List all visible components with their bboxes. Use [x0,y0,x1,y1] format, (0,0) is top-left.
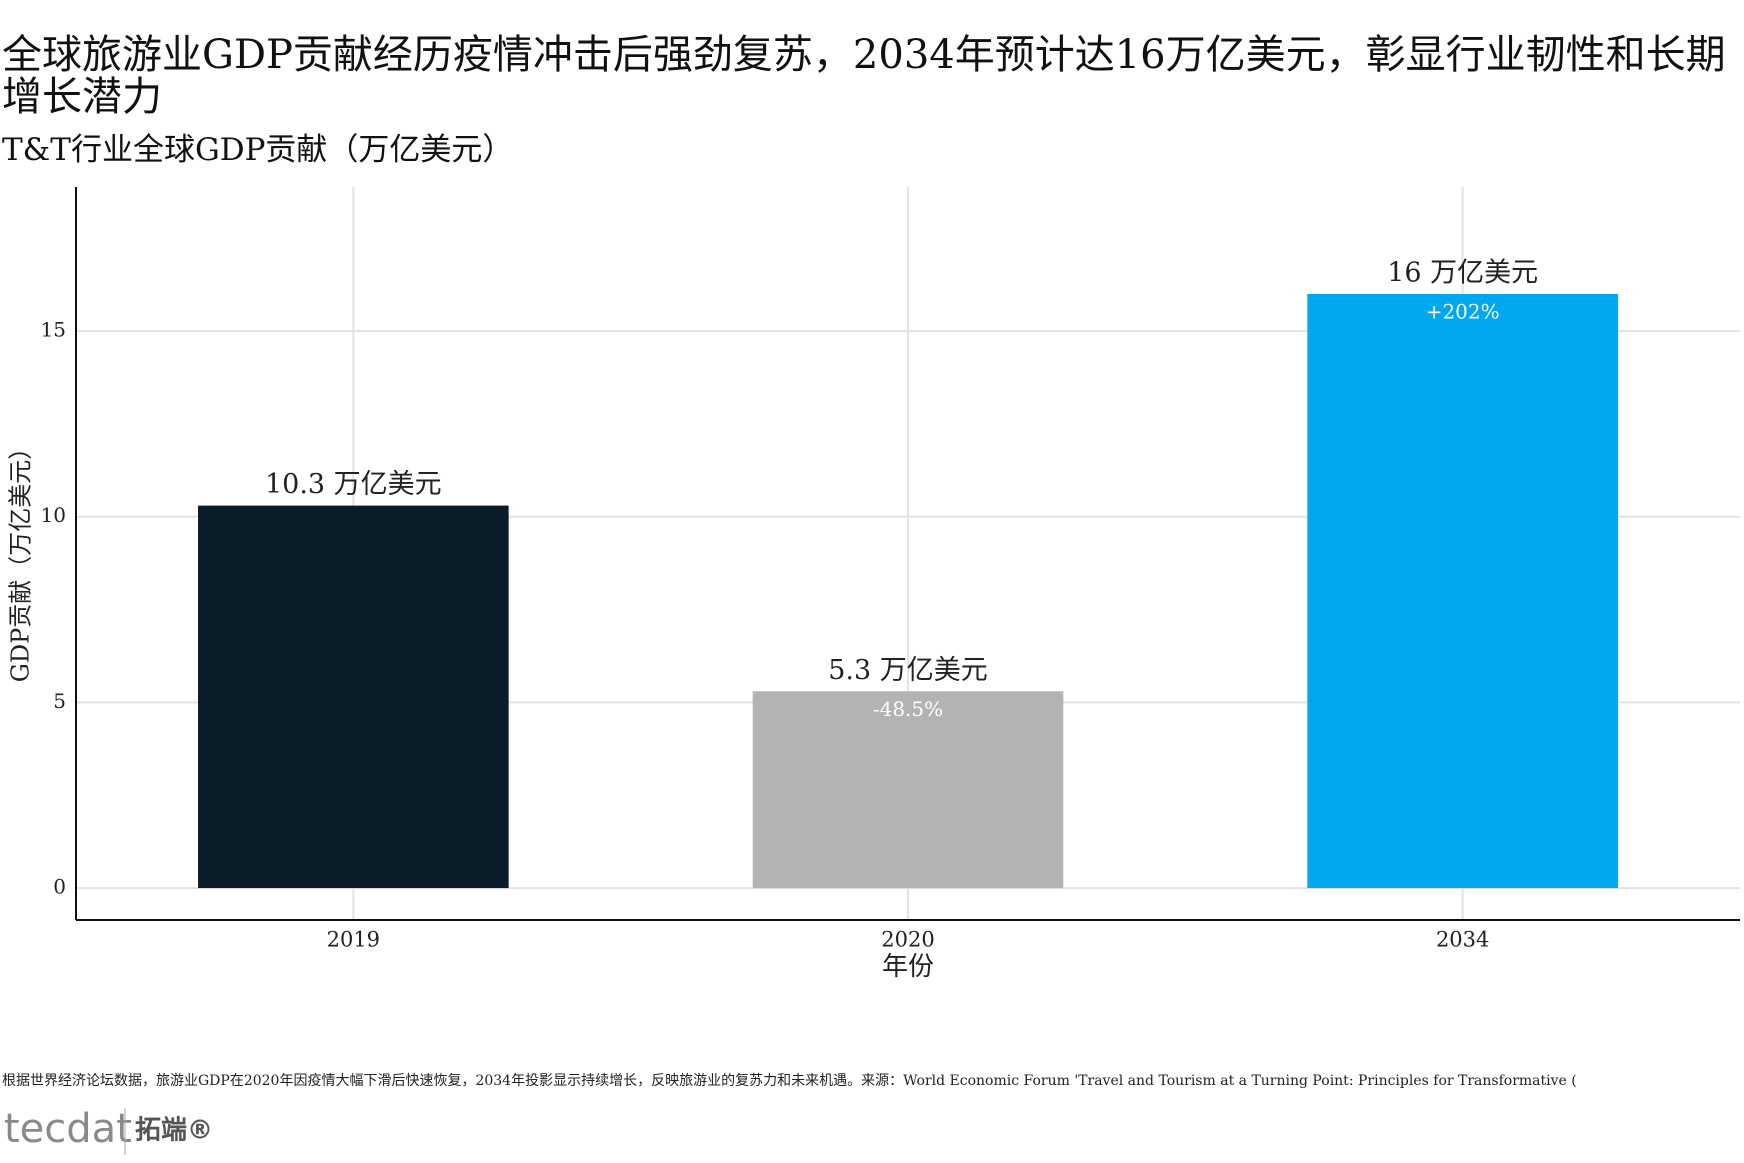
logo-brand: tecdat [4,1106,132,1152]
footnote: 根据世界经济论坛数据，旅游业GDP在2020年因疫情大幅下滑后快速恢复，2034… [2,1072,1577,1089]
bar [1307,293,1618,889]
value-label: 5.3 万亿美元 [828,655,988,686]
chart-subtitle: T&T行业全球GDP贡献（万亿美元） [2,132,514,168]
y-tick-label: 5 [53,689,66,713]
y-tick-label: 10 [41,503,66,527]
y-tick-label: 0 [53,875,66,899]
bar [752,691,1064,889]
bar [198,505,509,889]
x-tick-label: 2020 [881,928,934,952]
x-axis-label: 年份 [882,952,934,982]
x-tick-label: 2034 [1436,928,1489,952]
change-label: +202% [1426,299,1500,323]
value-label: 16 万亿美元 [1387,257,1538,288]
change-label: -48.5% [873,697,943,721]
logo-name: 拓端® [135,1116,213,1146]
value-label: 10.3 万亿美元 [265,469,442,500]
y-tick-label: 15 [41,318,66,342]
y-axis-label: GDP贡献（万亿美元） [7,436,35,683]
x-tick-label: 2019 [327,928,380,952]
chart-title: 全球旅游业GDP贡献经历疫情冲击后强劲复苏，2034年预计达16万亿美元，彰显行… [2,32,1726,120]
